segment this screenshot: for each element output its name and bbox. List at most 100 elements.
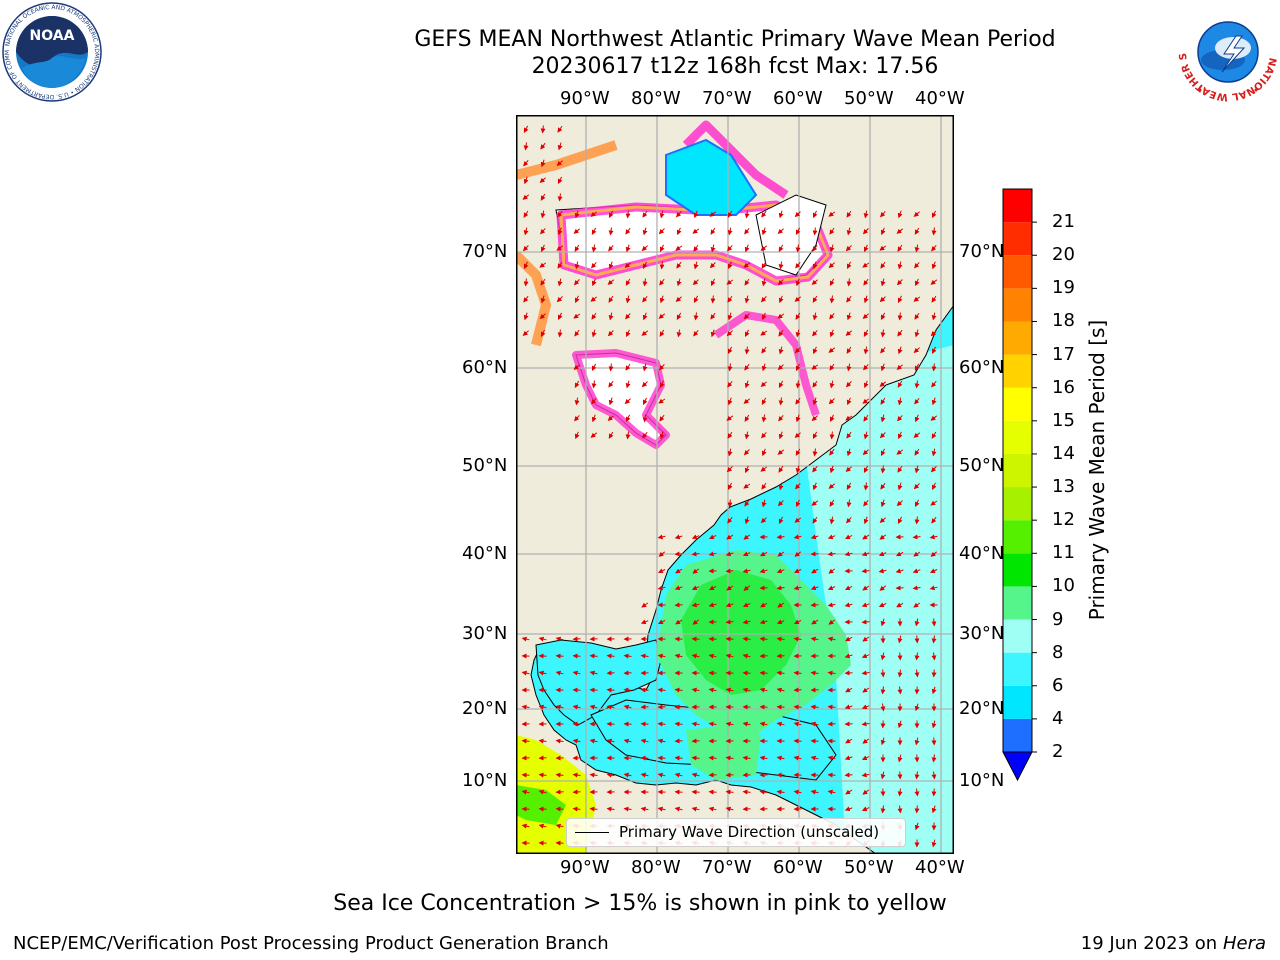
- wave-arrow: [759, 670, 768, 676]
- wave-arrow: [710, 244, 716, 253]
- wave-arrow: [540, 244, 546, 253]
- wave-arrow: [846, 499, 852, 508]
- wave-arrow: [778, 279, 784, 286]
- wave-arrow: [608, 431, 614, 439]
- wave-arrow: [676, 312, 682, 320]
- wave-arrow: [725, 602, 734, 608]
- wave-arrow: [675, 296, 682, 302]
- wave-arrow: [761, 432, 767, 439]
- wave-arrow: [657, 653, 666, 659]
- wave-arrow: [709, 211, 717, 217]
- wave-arrow: [795, 312, 801, 320]
- wave-arrow: [691, 534, 700, 540]
- wave-arrow: [657, 585, 666, 591]
- wave-arrow: [828, 211, 836, 217]
- wave-arrow: [538, 704, 547, 710]
- lat-label-right: 20°N: [959, 698, 1005, 719]
- wave-arrow: [880, 618, 886, 627]
- wave-arrow: [674, 534, 683, 540]
- wave-arrow: [710, 227, 716, 235]
- wave-arrow: [914, 499, 920, 508]
- wave-arrow: [778, 465, 784, 473]
- map-legend: Primary Wave Direction (unscaled): [566, 818, 906, 847]
- wave-arrow: [642, 261, 648, 269]
- wave-arrow: [574, 244, 580, 252]
- wave-arrow: [931, 771, 937, 780]
- wave-arrow: [538, 772, 547, 778]
- wave-arrow: [845, 636, 853, 642]
- wave-arrow: [931, 720, 937, 729]
- wave-arrow: [523, 261, 529, 270]
- wave-arrow: [793, 789, 802, 795]
- wave-arrow: [827, 738, 836, 744]
- wave-arrow: [812, 312, 818, 321]
- wave-arrow: [606, 704, 615, 710]
- wave-arrow: [523, 125, 529, 133]
- wave-arrow: [811, 568, 819, 574]
- wave-arrow: [913, 211, 920, 217]
- wave-arrow: [913, 347, 920, 354]
- wave-arrow: [642, 431, 648, 439]
- wave-arrow: [727, 482, 733, 491]
- wave-arrow: [642, 227, 648, 236]
- wave-arrow: [710, 312, 716, 320]
- wave-arrow: [657, 721, 666, 727]
- wave-arrow: [829, 227, 835, 235]
- wave-arrow: [776, 721, 785, 727]
- wave-arrow: [846, 312, 852, 321]
- colorbar-tick-label: 16: [1052, 376, 1075, 398]
- wave-arrow: [606, 738, 615, 744]
- wave-arrow: [812, 330, 818, 337]
- lon-label-bottom: 50°W: [844, 857, 894, 878]
- wave-arrow: [725, 806, 734, 812]
- colorbar-segment: [1003, 255, 1032, 289]
- wave-arrow: [880, 703, 886, 712]
- wave-arrow: [538, 670, 547, 676]
- wave-arrow: [727, 210, 733, 218]
- wave-arrow: [521, 772, 530, 778]
- wave-arrow: [914, 805, 920, 814]
- colorbar-tick-label: 8: [1052, 641, 1064, 663]
- wave-arrow: [691, 772, 700, 778]
- wave-arrow: [675, 619, 683, 625]
- noaa-logo: NATIONAL OCEANIC AND ATMOSPHERIC ADMINIS…: [2, 2, 102, 102]
- wave-arrow: [845, 789, 853, 795]
- wave-arrow: [744, 516, 750, 525]
- lat-label-left: 20°N: [462, 698, 508, 719]
- wave-arrow: [863, 329, 869, 337]
- wave-arrow: [795, 465, 801, 474]
- wave-arrow: [727, 295, 733, 303]
- wave-arrow: [608, 397, 614, 406]
- colorbar-tick-label: 10: [1052, 575, 1075, 597]
- wave-arrow: [862, 398, 870, 404]
- wave-arrow: [778, 346, 784, 355]
- wave-arrow: [829, 312, 835, 320]
- wave-arrow: [623, 704, 632, 710]
- wave-arrow: [861, 670, 870, 676]
- wave-arrow: [608, 380, 614, 388]
- wave-arrow: [794, 211, 801, 218]
- wave-arrow: [794, 432, 801, 438]
- wave-arrow: [674, 755, 683, 761]
- wave-arrow: [776, 670, 785, 676]
- wave-arrow: [811, 364, 819, 370]
- wave-arrow: [657, 738, 666, 744]
- colorbar-tick-label: 14: [1052, 442, 1075, 464]
- wave-arrow: [744, 414, 750, 422]
- wave-arrow: [827, 534, 836, 540]
- wave-arrow: [795, 278, 801, 287]
- wave-arrow: [659, 414, 665, 422]
- wave-arrow: [657, 687, 666, 693]
- wave-arrow: [844, 551, 853, 557]
- wave-arrow: [795, 397, 801, 405]
- wave-arrow: [880, 278, 886, 287]
- wave-arrow: [640, 721, 649, 727]
- wave-arrow: [725, 755, 734, 761]
- wave-arrow: [761, 227, 767, 236]
- wave-arrow: [760, 245, 768, 251]
- wave-arrow: [607, 415, 614, 421]
- lon-label-bottom: 80°W: [631, 857, 681, 878]
- wave-arrow: [897, 329, 903, 337]
- wave-arrow: [760, 602, 768, 608]
- lon-label-bottom: 60°W: [773, 857, 823, 878]
